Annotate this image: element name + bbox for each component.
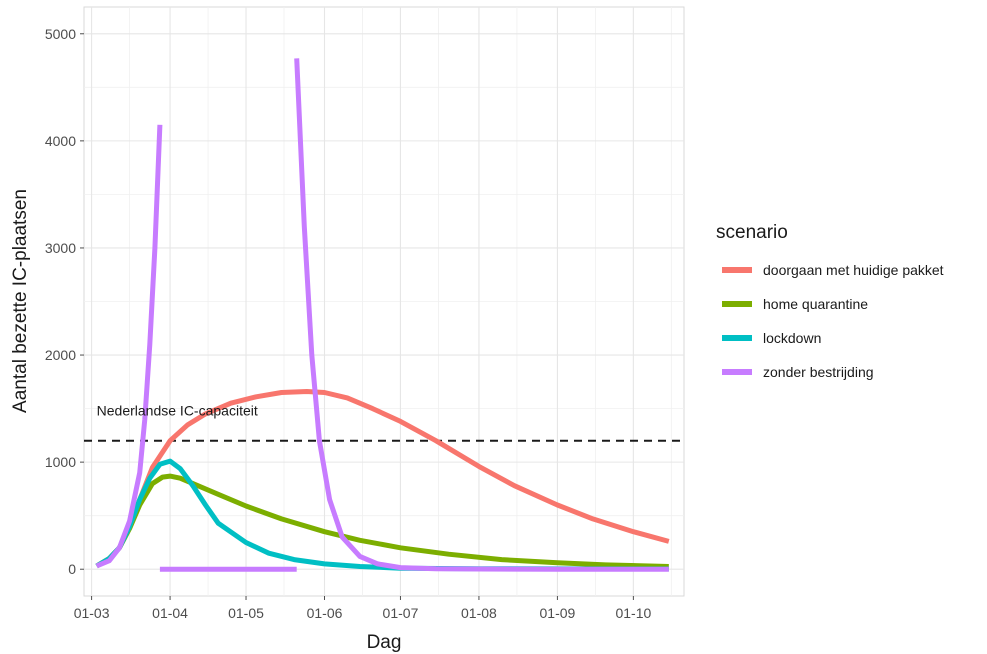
x-axis: 01-03 01-04 01-05 01-06 01-07 01-08 01-09 01-10	[74, 596, 651, 621]
legend-label: zonder bestrijding	[763, 364, 874, 380]
legend-label: home quarantine	[763, 296, 868, 312]
x-tick-label: 01-05	[228, 605, 264, 621]
legend: scenario doorgaan met huidige pakket home…	[716, 222, 944, 380]
x-tick-label: 01-09	[540, 605, 576, 621]
x-tick-label: 01-06	[307, 605, 343, 621]
legend-label: lockdown	[763, 330, 821, 346]
series-lines	[95, 58, 670, 572]
y-axis-title: Aantal bezette IC-plaatsen	[10, 189, 31, 413]
legend-items: doorgaan met huidige pakket home quaranti…	[722, 262, 944, 380]
y-axis: 0 1000 2000 3000 4000 5000	[45, 26, 84, 577]
y-tick-label: 1000	[45, 454, 76, 470]
reference-line-label: Nederlandse IC-capaciteit	[97, 403, 258, 419]
y-tick-label: 2000	[45, 347, 76, 363]
x-tick-label: 01-04	[152, 605, 188, 621]
x-tick-label: 01-03	[74, 605, 110, 621]
series-line	[95, 58, 669, 572]
x-tick-label: 01-10	[615, 605, 651, 621]
x-axis-title: Dag	[367, 632, 402, 653]
legend-title: scenario	[716, 222, 788, 243]
plot-panel: Nederlandse IC-capaciteit	[83, 6, 685, 597]
x-tick-label: 01-07	[383, 605, 419, 621]
y-tick-label: 5000	[45, 26, 76, 42]
legend-label: doorgaan met huidige pakket	[763, 262, 944, 278]
y-tick-label: 0	[68, 561, 76, 577]
y-tick-label: 3000	[45, 240, 76, 256]
y-tick-label: 4000	[45, 133, 76, 149]
x-tick-label: 01-08	[461, 605, 497, 621]
